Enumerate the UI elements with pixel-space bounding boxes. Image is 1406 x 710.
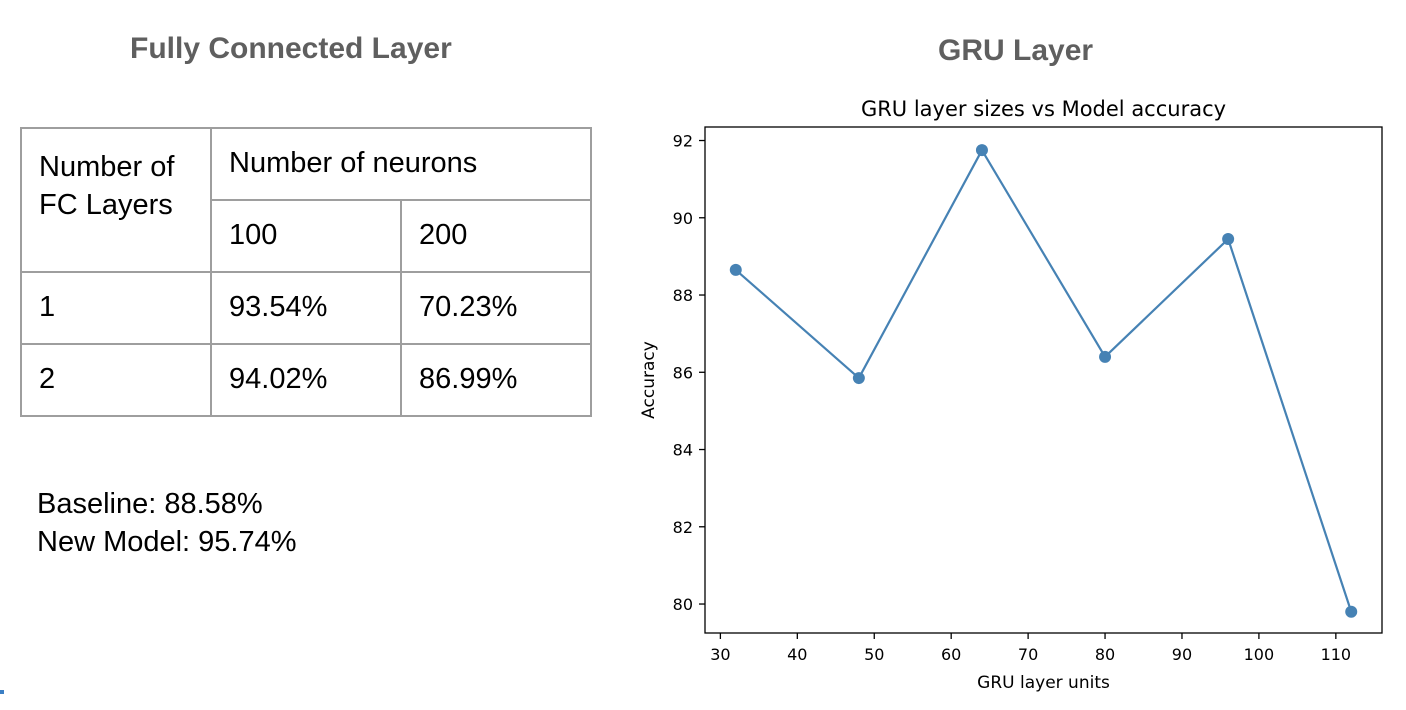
x-tick-label: 30 [710,645,730,664]
y-tick-label: 90 [673,209,693,228]
fc-section-title: Fully Connected Layer [130,32,452,65]
y-tick-label: 84 [673,441,693,460]
table-subheader-row: 100 200 [21,199,592,273]
table-row: 2 94.02% 86.99% [20,343,592,417]
x-tick-label: 70 [1018,645,1038,664]
accuracy-cell: 70.23% [400,271,592,345]
x-tick-label: 80 [1095,645,1115,664]
fc-layers-cell: 1 [20,271,212,345]
y-tick-label: 88 [673,286,693,305]
data-point [1345,605,1358,618]
y-tick-label: 86 [673,363,693,382]
x-tick-label: 60 [941,645,961,664]
fc-results-table: Number of FC Layers Number of neurons 10… [20,127,592,417]
y-axis-label: Accuracy [639,341,659,419]
x-tick-label: 100 [1244,645,1275,664]
fc-layers-header: Number of FC Layers [20,127,212,273]
data-point [1099,350,1112,363]
neurons-group-header: Number of neurons [210,127,592,201]
gru-section-title: GRU Layer [938,34,1094,67]
corner-mark [0,690,4,694]
x-tick-label: 40 [787,645,807,664]
neurons-col-header: 200 [400,199,592,273]
neurons-col-header: 100 [210,199,402,273]
table-row: 1 93.54% 70.23% [20,271,592,345]
new-model-result: New Model: 95.74% [37,526,297,558]
x-tick-label: 110 [1321,645,1352,664]
fc-layers-header-line1: Number of [39,151,175,183]
series-line [735,149,1353,613]
plot-frame [704,126,1383,634]
results-summary: Baseline: 88.58% New Model: 95.74% [37,485,297,561]
accuracy-cell: 93.54% [210,271,402,345]
baseline-result: Baseline: 88.58% [37,488,263,520]
x-tick-label: 50 [864,645,884,664]
x-axis-label: GRU layer units [977,673,1110,693]
x-tick-label: 90 [1172,645,1192,664]
accuracy-cell: 86.99% [400,343,592,417]
y-tick-label: 80 [673,595,693,614]
data-point [1222,233,1235,246]
data-point [975,144,988,157]
accuracy-cell: 94.02% [210,343,402,417]
table-header-row: Number of FC Layers Number of neurons [20,127,592,273]
gru-accuracy-chart: GRU layer sizes vs Model accuracy GRU lay… [639,97,1383,693]
y-tick-label: 82 [673,518,693,537]
data-point [729,263,742,276]
data-point [852,372,865,385]
fc-layers-header-line2: FC Layers [39,188,173,221]
y-tick-label: 92 [673,132,693,151]
fc-layers-cell: 2 [20,343,212,417]
chart-title: GRU layer sizes vs Model accuracy [861,97,1226,121]
